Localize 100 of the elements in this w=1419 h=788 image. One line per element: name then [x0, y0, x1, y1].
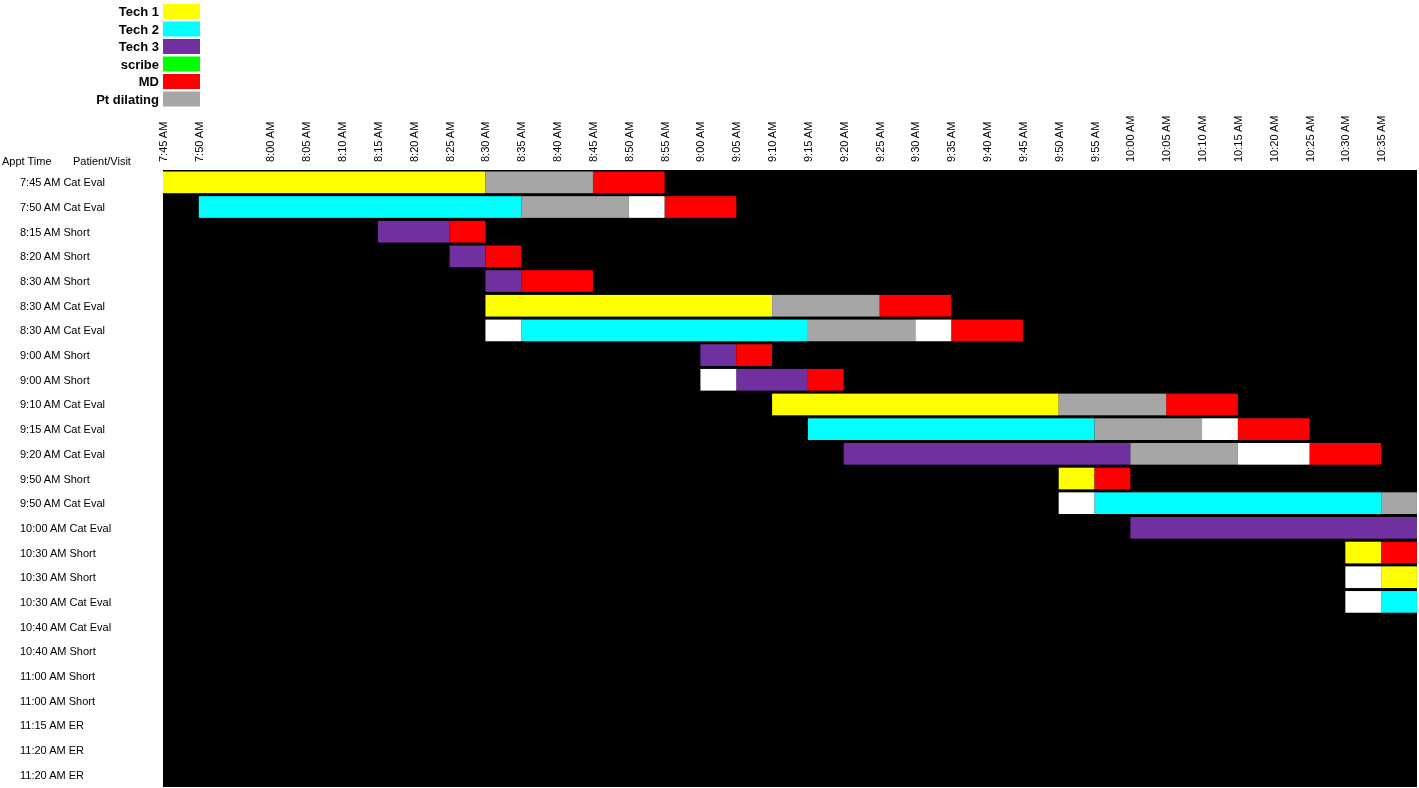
bar	[700, 368, 737, 391]
y-tick-label: 10:40 AM Short	[20, 645, 96, 658]
x-tick-label: 9:50 AM	[1052, 121, 1065, 162]
x-tick-label: 8:50 AM	[622, 121, 635, 162]
legend-label: Pt dilating	[96, 91, 160, 107]
bar	[521, 270, 593, 292]
x-tick-label: 9:10 AM	[766, 121, 779, 162]
bar	[1237, 442, 1310, 465]
y-tick-label: 8:30 AM Cat Eval	[20, 324, 105, 337]
x-tick-label: 10:35 AM	[1375, 115, 1388, 162]
bar	[772, 393, 1059, 416]
bar	[1058, 393, 1167, 416]
x-tick-label: 9:20 AM	[837, 121, 850, 162]
y-tick-label: 10:00 AM Cat Eval	[20, 521, 112, 534]
bar	[664, 196, 737, 218]
x-tick-label: 8:55 AM	[658, 121, 671, 162]
x-tick-label: 8:00 AM	[264, 121, 277, 162]
y-tick-label: 8:15 AM Short	[20, 225, 90, 238]
y-tick-label: 11:15 AM ER	[20, 719, 85, 732]
bar	[449, 220, 486, 243]
x-tick-label: 8:30 AM	[479, 121, 492, 162]
bar	[1309, 442, 1382, 465]
bar	[1381, 591, 1417, 613]
bar	[485, 245, 522, 268]
y-tick-label: 8:20 AM Short	[20, 250, 90, 263]
bar	[592, 171, 665, 194]
bar	[628, 196, 665, 218]
bar	[485, 294, 773, 317]
y-tick-label: 11:20 AM ER	[20, 768, 85, 781]
x-tick-label: 9:55 AM	[1088, 121, 1101, 162]
bar	[377, 220, 450, 243]
legend-label: Tech 2	[118, 21, 159, 37]
y-tick-label: 9:50 AM Cat Eval	[20, 497, 105, 510]
bar	[736, 368, 808, 391]
bar	[485, 171, 593, 194]
x-tick-label: 8:45 AM	[586, 121, 599, 162]
legend-label: MD	[138, 74, 159, 89]
x-tick-label: 7:45 AM	[157, 121, 169, 162]
bar	[485, 270, 522, 292]
bar	[485, 319, 522, 342]
x-tick-label: 9:30 AM	[909, 121, 922, 162]
y-tick-label: 9:00 AM Short	[20, 349, 90, 362]
bar	[1094, 418, 1203, 440]
x-tick-label: 9:15 AM	[801, 121, 814, 162]
y-tick-label: 8:30 AM Short	[20, 275, 90, 288]
bar	[449, 245, 486, 268]
y-tick-label: 9:50 AM Short	[20, 472, 90, 485]
x-tick-label: 10:15 AM	[1231, 115, 1244, 162]
bar	[1345, 591, 1382, 613]
bar	[951, 319, 1023, 342]
x-tick-label: 8:35 AM	[515, 121, 528, 162]
bar	[163, 171, 486, 194]
x-tick-label: 10:30 AM	[1339, 115, 1352, 162]
bar	[843, 442, 1131, 465]
bar	[807, 418, 1095, 440]
bar	[521, 319, 808, 342]
x-tick-label: 8:25 AM	[443, 121, 456, 162]
x-tick-label: 9:40 AM	[981, 121, 994, 162]
y-tick-label: 7:50 AM Cat Eval	[20, 201, 105, 214]
x-tick-label: 9:25 AM	[873, 121, 886, 162]
bar	[1202, 418, 1238, 440]
y-tick-label: 7:45 AM Cat Eval	[20, 176, 105, 189]
bar	[807, 319, 916, 342]
x-tick-label: 9:35 AM	[945, 121, 958, 162]
x-tick-label: 8:15 AM	[371, 121, 384, 162]
x-tick-label: 9:05 AM	[730, 121, 743, 162]
x-tick-label: 7:50 AM	[192, 121, 205, 162]
bar	[1130, 442, 1238, 465]
y-tick-label: 9:20 AM Cat Eval	[20, 447, 105, 460]
y-tick-label: 11:20 AM ER	[20, 743, 85, 756]
bar	[1094, 492, 1382, 515]
x-tick-label: 8:10 AM	[336, 121, 349, 162]
y-tick-label: 10:30 AM Short	[20, 546, 96, 559]
bar	[1058, 467, 1095, 490]
bar	[1381, 541, 1417, 564]
bar	[1237, 418, 1310, 440]
x-tick-label: 9:45 AM	[1016, 121, 1029, 162]
y2-axis-title: Patient/Visit	[73, 155, 131, 167]
y-tick-label: 8:30 AM Cat Eval	[20, 299, 105, 312]
y-tick-label: 10:40 AM Cat Eval	[20, 620, 112, 633]
bar	[915, 319, 952, 342]
x-tick-label: 10:05 AM	[1160, 115, 1173, 162]
bar	[1130, 517, 1417, 539]
y-axis-title: Appt Time	[2, 155, 52, 167]
bar	[1166, 393, 1238, 416]
legend-label: scribe	[120, 56, 159, 72]
bar	[1381, 492, 1417, 515]
y-tick-label: 10:30 AM Cat Eval	[20, 595, 112, 608]
y-tick-label: 10:30 AM Short	[20, 571, 96, 584]
x-tick-label: 10:20 AM	[1267, 115, 1280, 162]
x-tick-label: 8:05 AM	[300, 121, 313, 162]
bar	[198, 196, 522, 218]
y-tick-label: 9:10 AM Cat Eval	[20, 398, 105, 411]
y-tick-label: 11:00 AM Short	[20, 669, 96, 682]
bar	[736, 344, 773, 366]
x-tick-label: 9:00 AM	[694, 121, 707, 162]
legend-label: Tech 1	[118, 4, 159, 19]
x-tick-label: 10:10 AM	[1196, 115, 1209, 162]
bar	[1345, 541, 1382, 564]
x-tick-label: 10:00 AM	[1124, 115, 1137, 162]
